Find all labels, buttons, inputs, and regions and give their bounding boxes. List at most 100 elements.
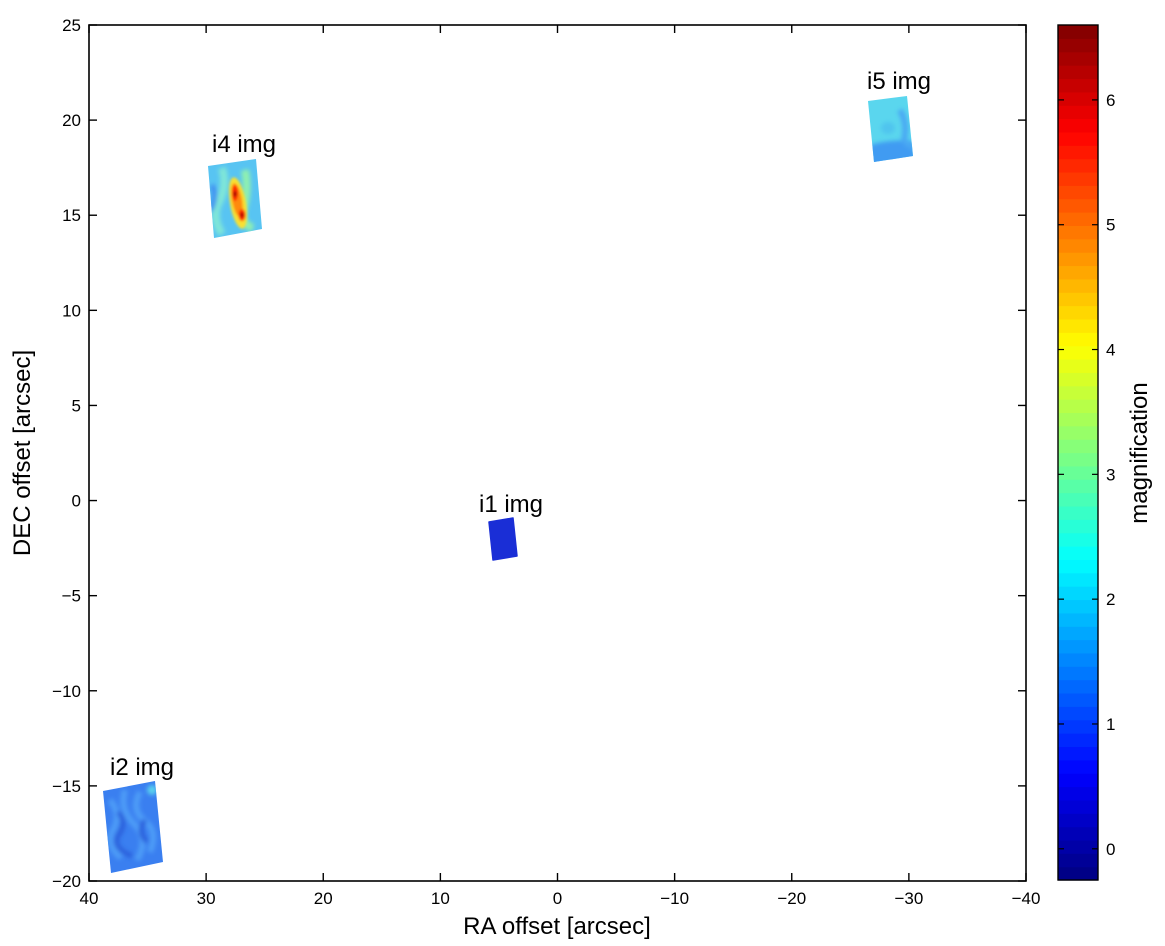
y-tick-label: −20 xyxy=(52,872,81,891)
region-i2-dark-swirl xyxy=(114,810,149,859)
colorbar-band xyxy=(1058,853,1098,868)
colorbar-band xyxy=(1058,866,1098,881)
region-label-i1: i1 img xyxy=(479,491,543,518)
colorbar-band xyxy=(1058,559,1098,574)
y-tick-label: 0 xyxy=(72,492,81,511)
colorbar-tick-label: 3 xyxy=(1106,465,1115,484)
x-axis-label: RA offset [arcsec] xyxy=(463,913,651,940)
colorbar-band xyxy=(1058,78,1098,93)
colorbar-band xyxy=(1058,358,1098,373)
colorbar-band xyxy=(1058,639,1098,654)
colorbar-band xyxy=(1058,118,1098,133)
colorbar-tick-label: 0 xyxy=(1106,840,1115,859)
x-tick-label: −40 xyxy=(1012,889,1041,908)
colorbar-band xyxy=(1058,719,1098,734)
x-tick-label: 40 xyxy=(80,889,99,908)
colorbar-band xyxy=(1058,692,1098,707)
y-tick-label: 15 xyxy=(62,206,81,225)
y-tick-label: 25 xyxy=(62,16,81,35)
colorbar-band xyxy=(1058,759,1098,774)
colorbar-band xyxy=(1058,225,1098,240)
x-tick-label: 10 xyxy=(431,889,450,908)
colorbar-band xyxy=(1058,91,1098,106)
colorbar-band xyxy=(1058,265,1098,280)
x-tick-label: −10 xyxy=(660,889,689,908)
region-i2-spot xyxy=(147,785,157,795)
colorbar-band xyxy=(1058,185,1098,200)
colorbar-band xyxy=(1058,706,1098,721)
region-i5-teal-spot xyxy=(881,122,895,134)
region-i5-blue-lower xyxy=(868,140,913,162)
colorbar-band xyxy=(1058,439,1098,454)
colorbar-band xyxy=(1058,799,1098,814)
colorbar-band xyxy=(1058,599,1098,614)
y-tick-label: 10 xyxy=(62,301,81,320)
colorbar-frame xyxy=(1057,24,1099,881)
y-axis: 25 20 15 10 5 0 −5 −10 −15 −20 xyxy=(52,16,1026,891)
colorbar-band xyxy=(1058,519,1098,534)
region-i1-patch xyxy=(488,517,518,561)
colorbar-band xyxy=(1058,65,1098,80)
colorbar-band xyxy=(1058,305,1098,320)
y-tick-label: −15 xyxy=(52,777,81,796)
colorbar-band xyxy=(1058,345,1098,360)
colorbar-band xyxy=(1058,198,1098,213)
colorbar-band xyxy=(1058,131,1098,146)
colorbar-band xyxy=(1058,145,1098,160)
colorbar-band xyxy=(1058,452,1098,467)
colorbar-band xyxy=(1058,412,1098,427)
colorbar-band xyxy=(1058,586,1098,601)
colorbar-band xyxy=(1058,238,1098,253)
colorbar-band xyxy=(1058,666,1098,681)
region-i2 xyxy=(103,781,163,873)
colorbar-label: magnification xyxy=(1126,382,1153,523)
colorbar-band xyxy=(1058,158,1098,173)
colorbar-band xyxy=(1058,105,1098,120)
colorbar-band xyxy=(1058,572,1098,587)
colorbar-band xyxy=(1058,372,1098,387)
colorbar-band xyxy=(1058,786,1098,801)
colorbar-tick-label: 4 xyxy=(1106,341,1115,360)
region-i5 xyxy=(868,96,913,162)
x-tick-label: −20 xyxy=(777,889,806,908)
colorbar-band xyxy=(1058,425,1098,440)
colorbar-band xyxy=(1058,492,1098,507)
colorbar-bands xyxy=(1058,25,1098,881)
colorbar-tick-label: 1 xyxy=(1106,715,1115,734)
colorbar-band xyxy=(1058,212,1098,226)
colorbar-band xyxy=(1058,612,1098,627)
region-i4 xyxy=(208,159,262,238)
colorbar-band xyxy=(1058,25,1098,39)
colorbar-band xyxy=(1058,332,1098,347)
colorbar-band xyxy=(1058,479,1098,494)
region-label-i2: i2 img xyxy=(110,754,174,781)
colorbar-band xyxy=(1058,465,1098,480)
colorbar-band xyxy=(1058,505,1098,520)
colorbar-band xyxy=(1058,38,1098,53)
colorbar-band xyxy=(1058,733,1098,748)
colorbar-band xyxy=(1058,171,1098,186)
region-i1 xyxy=(488,517,518,561)
colorbar-band xyxy=(1058,746,1098,761)
colorbar-band xyxy=(1058,546,1098,560)
colorbar-tick-label: 5 xyxy=(1106,216,1115,235)
y-axis-label: DEC offset [arcsec] xyxy=(9,350,36,556)
colorbar-band xyxy=(1058,626,1098,641)
region-i4-darkred-spot xyxy=(233,191,237,197)
colorbar-band xyxy=(1058,318,1098,333)
colorbar-band xyxy=(1058,839,1098,854)
y-tick-label: −5 xyxy=(62,587,81,606)
colorbar-band xyxy=(1058,385,1098,400)
y-tick-label: 5 xyxy=(72,396,81,415)
colorbar-band xyxy=(1058,532,1098,547)
colorbar-band xyxy=(1058,773,1098,788)
colorbar-tick-label: 6 xyxy=(1106,91,1115,110)
region-i4-cyan-band xyxy=(211,166,229,237)
colorbar-band xyxy=(1058,252,1098,267)
colorbar-band xyxy=(1058,826,1098,841)
x-axis: 40 30 20 10 0 −10 −20 −30 −40 xyxy=(80,25,1041,908)
y-tick-label: −10 xyxy=(52,682,81,701)
x-tick-label: 30 xyxy=(197,889,216,908)
colorbar-tick-label: 2 xyxy=(1106,590,1115,609)
